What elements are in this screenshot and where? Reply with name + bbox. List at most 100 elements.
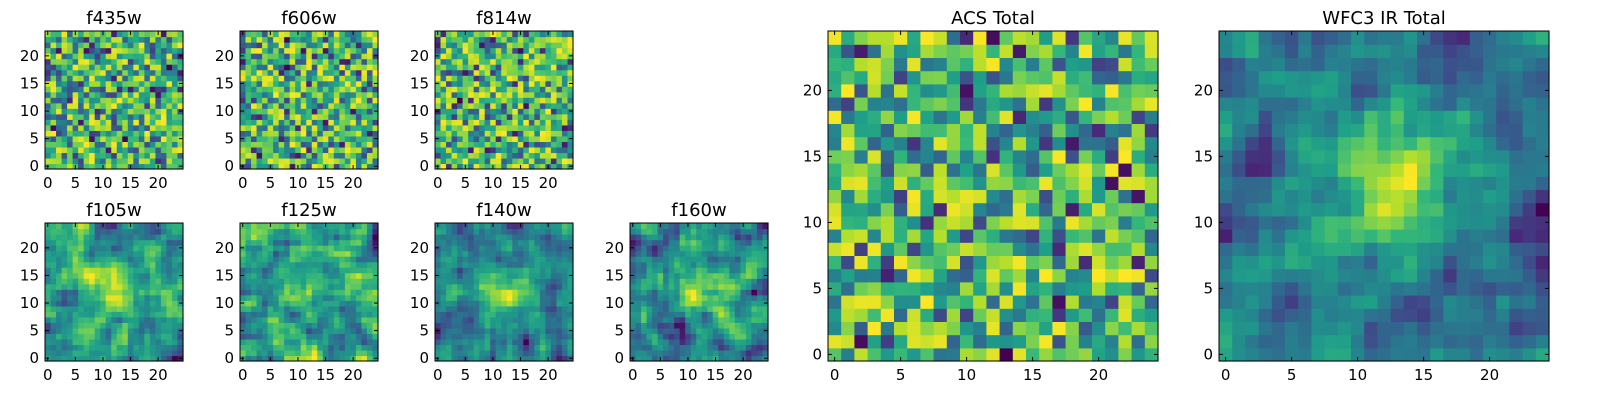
heatmap-cell <box>646 344 653 351</box>
heatmap-cell <box>523 36 530 43</box>
heatmap-cell <box>339 141 346 148</box>
heatmap-cell <box>828 321 842 336</box>
heatmap-cell <box>1012 255 1027 270</box>
heatmap-cell <box>116 349 123 357</box>
heatmap-cell <box>100 322 107 329</box>
heatmap-cell <box>534 97 541 104</box>
heatmap-cell <box>133 58 140 65</box>
heatmap-cell <box>67 228 74 235</box>
heatmap-cell <box>960 334 974 349</box>
heatmap-cell <box>567 322 574 329</box>
heatmap-cell <box>78 86 85 93</box>
heatmap-cell <box>94 130 101 137</box>
heatmap-cell <box>556 97 563 104</box>
heatmap-cell <box>67 294 74 301</box>
x-tick-label: 20 <box>344 366 363 384</box>
heatmap-cell <box>116 86 123 93</box>
heatmap-cell <box>679 250 686 257</box>
heatmap-cell <box>920 215 935 230</box>
heatmap-cell <box>372 102 379 109</box>
heatmap-cell <box>701 322 708 329</box>
heatmap-cell <box>729 333 736 340</box>
heatmap-cell <box>567 228 574 235</box>
heatmap-cell <box>160 289 168 296</box>
heatmap-cell <box>83 267 90 274</box>
heatmap-cell <box>517 119 524 126</box>
heatmap-cell <box>946 268 961 283</box>
heatmap-cell <box>718 322 725 329</box>
heatmap-cell <box>306 355 313 362</box>
heatmap-cell <box>762 316 769 323</box>
heatmap-cell <box>468 267 475 274</box>
heatmap-cell <box>484 355 491 362</box>
heatmap-cell <box>306 338 313 346</box>
heatmap-cell <box>267 130 274 137</box>
heatmap-cell <box>166 250 173 257</box>
heatmap-cell <box>67 349 74 357</box>
heatmap-cell <box>528 272 535 279</box>
heatmap-cell <box>894 321 908 336</box>
heatmap-cell <box>78 124 85 131</box>
heatmap-cell <box>284 261 291 268</box>
heatmap-cell <box>89 294 96 301</box>
y-tick-label: 0 <box>419 157 429 175</box>
heatmap-cell <box>133 47 140 54</box>
heatmap-cell <box>105 97 112 104</box>
heatmap-cell <box>446 102 453 109</box>
heatmap-cell <box>462 344 469 351</box>
heatmap-cell <box>1065 347 1080 362</box>
heatmap-cell <box>473 234 480 241</box>
heatmap-cell <box>668 300 675 307</box>
heatmap-cell <box>78 283 85 290</box>
heatmap-cell <box>328 31 335 38</box>
heatmap-cell <box>127 42 134 49</box>
heatmap-cell <box>89 338 96 346</box>
heatmap-cell <box>317 250 324 257</box>
heatmap-cell <box>440 80 447 87</box>
heatmap-cell <box>473 322 480 329</box>
y-tick-label: 20 <box>20 47 39 65</box>
heatmap-cell <box>344 338 351 346</box>
heatmap-cell <box>284 36 291 43</box>
heatmap-cell <box>751 294 758 301</box>
heatmap-cell <box>854 189 869 204</box>
heatmap-cell <box>311 256 318 263</box>
heatmap-cell <box>690 239 697 246</box>
heatmap-cell <box>127 300 134 307</box>
heatmap-cell <box>317 80 324 87</box>
heatmap-cell <box>561 135 569 142</box>
heatmap-cell <box>245 53 252 60</box>
heatmap-cell <box>344 300 351 307</box>
heatmap-cell <box>734 234 741 241</box>
heatmap-cell <box>177 267 184 274</box>
heatmap-cell <box>484 239 491 246</box>
heatmap-cell <box>561 234 569 241</box>
heatmap-cell <box>89 267 96 274</box>
y-tick-label: 20 <box>215 47 234 65</box>
heatmap-cell <box>366 64 374 71</box>
heatmap-cell <box>366 47 374 54</box>
heatmap-cell <box>78 157 85 165</box>
heatmap-cell <box>468 283 475 290</box>
heatmap-cell <box>122 31 129 38</box>
heatmap-cell <box>880 163 895 177</box>
heatmap-cell <box>171 86 179 93</box>
heatmap-cell <box>468 53 475 60</box>
heatmap-cell <box>495 47 502 54</box>
heatmap-cell <box>116 250 123 257</box>
heatmap-cell <box>149 256 156 263</box>
heatmap-cell <box>372 31 379 38</box>
heatmap-cell <box>339 316 346 323</box>
heatmap-cell <box>867 268 882 283</box>
heatmap-cell <box>468 146 475 154</box>
heatmap-cell <box>545 58 552 65</box>
heatmap-cell <box>273 130 280 137</box>
heatmap-cell <box>355 289 363 296</box>
heatmap-cell <box>512 91 519 98</box>
heatmap-cell <box>306 256 313 263</box>
heatmap-cell <box>116 42 123 49</box>
heatmap-cell <box>751 338 758 346</box>
heatmap-cell <box>289 152 296 159</box>
heatmap-cell <box>333 141 340 148</box>
heatmap-cell <box>284 322 291 329</box>
